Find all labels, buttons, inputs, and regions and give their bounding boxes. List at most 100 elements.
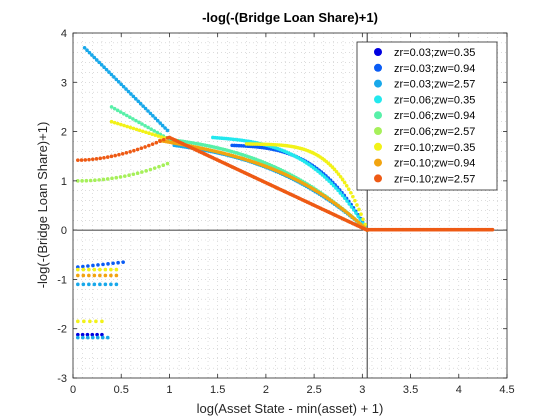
data-point xyxy=(137,128,142,133)
series-layer xyxy=(76,45,495,340)
data-point xyxy=(160,123,165,128)
data-point xyxy=(147,143,151,148)
data-point xyxy=(121,84,126,89)
x-tick-label: 2.5 xyxy=(306,384,321,396)
data-point xyxy=(354,211,358,215)
data-point xyxy=(116,260,120,265)
data-point xyxy=(361,217,365,222)
x-tick-label: 0.5 xyxy=(114,384,129,396)
data-point xyxy=(81,264,85,269)
data-point xyxy=(105,177,110,181)
data-point xyxy=(114,175,119,180)
data-point xyxy=(109,119,114,124)
data-point xyxy=(165,128,170,133)
data-point xyxy=(91,263,95,268)
data-point xyxy=(85,48,89,53)
x-tick-label: 3.5 xyxy=(403,384,418,396)
data-point xyxy=(105,155,110,159)
data-point xyxy=(132,148,136,153)
data-point xyxy=(134,127,139,132)
data-point xyxy=(99,63,104,67)
data-point xyxy=(102,155,106,160)
data-point xyxy=(83,158,88,162)
series-flat-tail xyxy=(365,227,495,232)
data-point xyxy=(129,92,133,96)
x-tick-label: 0 xyxy=(70,384,76,396)
data-point xyxy=(135,171,140,175)
data-point xyxy=(346,187,351,191)
data-point xyxy=(345,199,349,203)
series-zr=0.06;zw=2.57 xyxy=(76,161,170,183)
data-point xyxy=(349,191,353,195)
data-point xyxy=(148,167,153,172)
legend-label: zr=0.10;zw=0.35 xyxy=(394,142,475,154)
data-point xyxy=(356,214,361,219)
data-point xyxy=(119,82,123,87)
data-point xyxy=(336,172,341,176)
x-tick-label: 1.5 xyxy=(210,384,225,396)
data-point xyxy=(113,153,117,158)
data-point xyxy=(332,167,337,172)
data-point xyxy=(135,147,140,152)
data-point xyxy=(100,332,104,337)
data-point xyxy=(94,58,99,62)
data-point xyxy=(109,154,114,159)
legend-marker xyxy=(374,111,382,120)
data-point xyxy=(338,191,343,195)
series-zr=0.10;zw=0.35 xyxy=(76,119,369,324)
data-point xyxy=(159,135,164,139)
x-axis-ticks: 0 0.5 1 1.5 2 2.5 3 3.5 4 4.5 xyxy=(70,33,515,396)
legend-marker xyxy=(374,48,382,56)
data-point xyxy=(94,319,98,324)
data-point xyxy=(153,116,158,121)
data-point xyxy=(93,178,97,183)
data-point xyxy=(340,193,345,198)
y-tick-label: 4 xyxy=(61,28,67,40)
data-point xyxy=(86,264,90,268)
data-point xyxy=(121,260,125,264)
data-point xyxy=(94,157,99,161)
data-point xyxy=(124,87,128,91)
legend-label: zr=0.03;zw=0.94 xyxy=(394,63,475,75)
data-point xyxy=(329,181,334,186)
data-point xyxy=(95,335,100,340)
data-point xyxy=(143,123,147,128)
legend-marker xyxy=(374,174,382,183)
data-point xyxy=(351,194,355,199)
data-point xyxy=(334,186,338,190)
data-point xyxy=(87,282,91,287)
data-point xyxy=(81,267,86,272)
data-point xyxy=(161,137,166,142)
data-point xyxy=(88,319,92,324)
data-point xyxy=(76,332,80,337)
data-point xyxy=(490,227,495,232)
data-point xyxy=(136,99,141,104)
x-tick-label: 2 xyxy=(263,384,269,396)
data-point xyxy=(118,175,123,179)
data-point xyxy=(163,126,167,130)
data-point xyxy=(106,262,110,266)
data-point xyxy=(76,265,80,269)
data-point xyxy=(127,173,131,178)
data-point xyxy=(123,174,127,178)
data-point xyxy=(349,205,354,209)
data-point xyxy=(327,179,331,183)
legend: zr=0.03;zw=0.35 zr=0.03;zw=0.94 zr=0.03;zw… xyxy=(356,41,498,191)
y-tick-label: 2 xyxy=(61,127,67,139)
data-point xyxy=(146,125,150,130)
data-point xyxy=(114,267,119,272)
data-point xyxy=(120,151,125,156)
axes-box xyxy=(72,32,508,379)
data-point xyxy=(131,126,136,131)
data-point xyxy=(131,117,135,121)
data-point xyxy=(158,139,162,143)
data-point xyxy=(152,166,157,170)
data-point xyxy=(81,335,85,340)
data-point xyxy=(134,118,138,123)
data-point xyxy=(82,319,86,324)
data-point xyxy=(125,124,129,129)
x-tick-label: 4 xyxy=(456,384,462,396)
data-point xyxy=(81,273,86,278)
data-point xyxy=(158,121,162,125)
data-point xyxy=(103,273,108,278)
